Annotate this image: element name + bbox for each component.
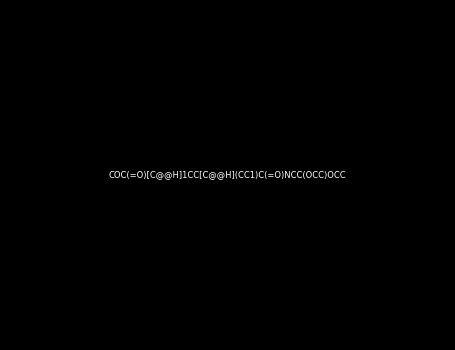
Text: COC(=O)[C@@H]1CC[C@@H](CC1)C(=O)NCC(OCC)OCC: COC(=O)[C@@H]1CC[C@@H](CC1)C(=O)NCC(OCC)…: [109, 170, 346, 180]
